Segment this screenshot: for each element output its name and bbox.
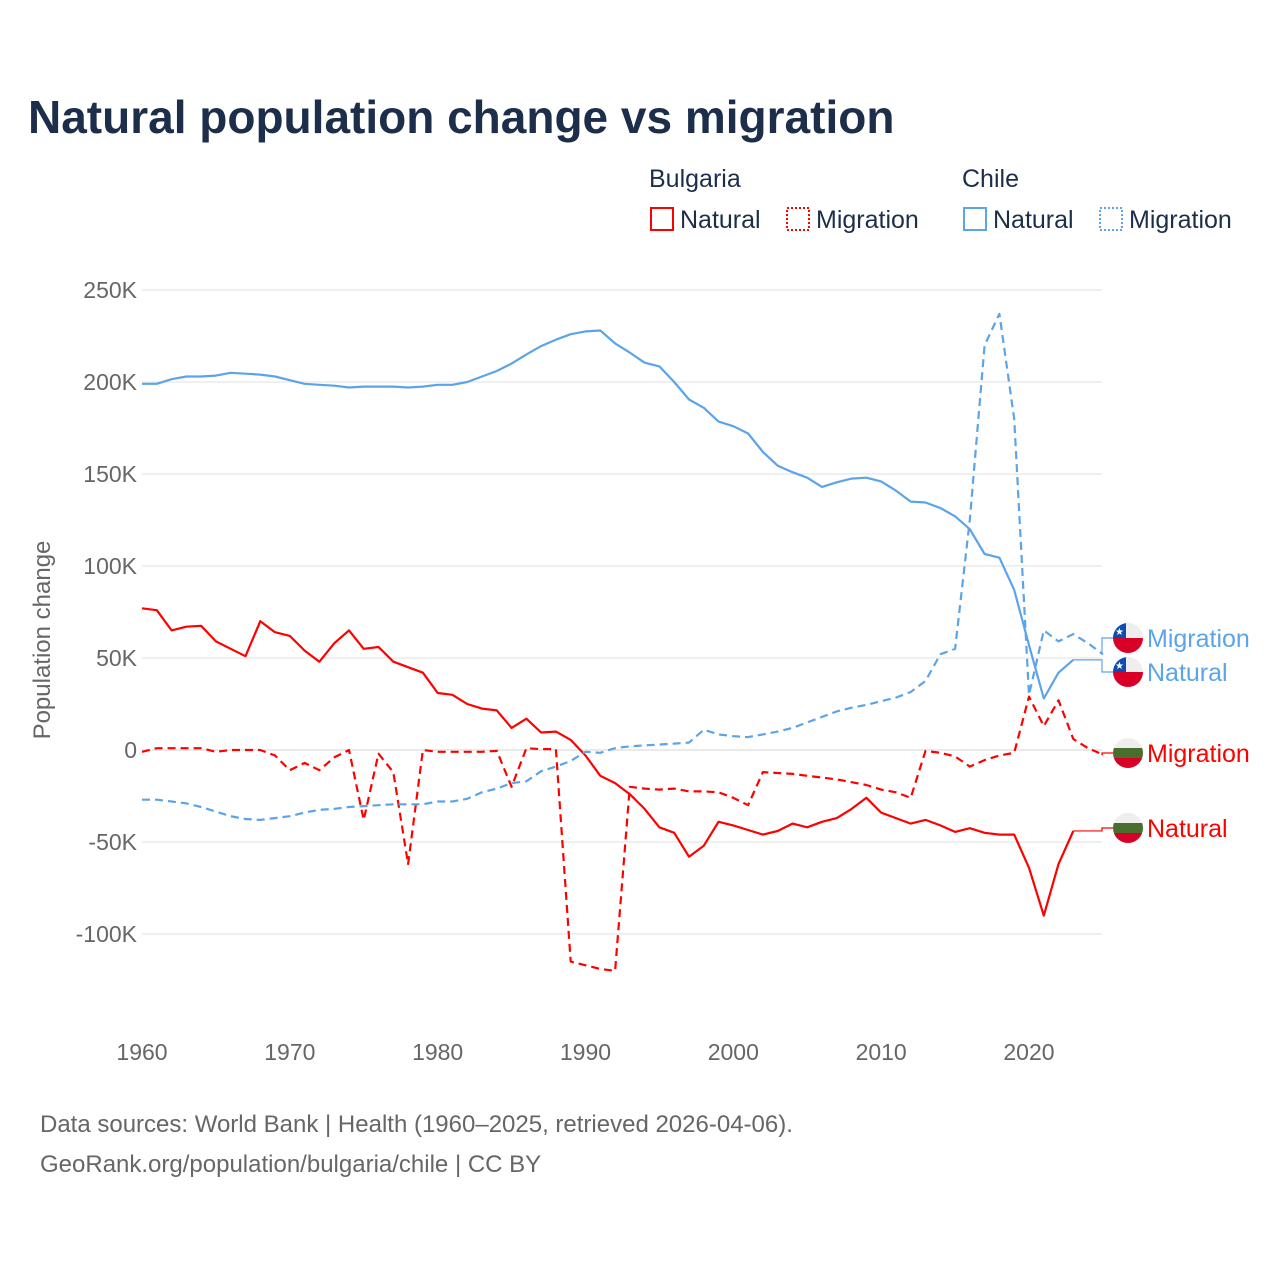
x-tick-label: 1980: [412, 1039, 463, 1065]
legend-label-bulgaria-natural[interactable]: Natural: [680, 206, 761, 234]
end-label-connector: [1073, 659, 1114, 673]
x-tick-label: 1960: [116, 1039, 167, 1065]
series-bulgaria-migration: [141, 695, 1104, 972]
end-labels: ★ Migration ★ Natural Migration Natural: [1073, 623, 1250, 843]
x-tick-label: 2010: [856, 1039, 907, 1065]
end-label-connector: [1101, 752, 1114, 756]
legend-label-chile-migration[interactable]: Migration: [1129, 206, 1232, 234]
x-tick-label: 2020: [1003, 1039, 1054, 1065]
svg-text:★: ★: [1115, 627, 1124, 638]
end-label-bulgaria-migration: Migration: [1147, 740, 1250, 768]
legend-group-chile: Chile: [962, 165, 1019, 193]
y-axis-label: Population change: [29, 541, 56, 740]
footer-sources: Data sources: World Bank | Health (1960–…: [40, 1111, 793, 1138]
gridlines: [142, 289, 1102, 935]
footer-link[interactable]: GeoRank.org/population/bulgaria/chile | …: [40, 1151, 541, 1178]
x-ticks: 1960 1970 1980 1990 2000 2010 2020: [116, 1039, 1054, 1065]
legend-swatch-chile-migration: [1099, 207, 1123, 231]
legend-swatch-bulgaria-natural: [650, 207, 674, 231]
end-label-connector: [1073, 827, 1114, 832]
y-tick-label: 200K: [83, 369, 137, 395]
legend-label-chile-natural[interactable]: Natural: [993, 206, 1074, 234]
x-tick-label: 1990: [560, 1039, 611, 1065]
svg-text:★: ★: [1115, 661, 1124, 672]
series-chile-migration: [142, 312, 1104, 822]
legend-swatch-bulgaria-migration: [786, 207, 810, 231]
chile-flag-icon: ★: [1113, 657, 1143, 687]
chart-title: Natural population change vs migration: [28, 91, 894, 143]
end-label-chile-natural: Natural: [1147, 659, 1228, 687]
legend-group-bulgaria: Bulgaria: [649, 165, 741, 193]
y-tick-label: 150K: [83, 461, 137, 487]
x-tick-label: 2000: [708, 1039, 759, 1065]
series-lines: [141, 312, 1104, 972]
legend-label-bulgaria-migration[interactable]: Migration: [816, 206, 919, 234]
bulgaria-flag-icon: [1113, 738, 1143, 768]
series-chile-natural: [142, 329, 1075, 700]
end-label-connector: [1101, 637, 1114, 655]
y-ticks: 250K 200K 150K 100K 50K 0 -50K -100K: [76, 277, 138, 947]
bulgaria-flag-icon: [1113, 813, 1143, 843]
y-tick-label: -100K: [76, 921, 138, 947]
y-tick-label: 250K: [83, 277, 137, 303]
end-label-chile-migration: Migration: [1147, 625, 1250, 653]
y-tick-label: 100K: [83, 553, 137, 579]
y-tick-label: -50K: [88, 829, 137, 855]
y-tick-label: 50K: [96, 645, 138, 671]
end-label-bulgaria-natural: Natural: [1147, 815, 1228, 843]
legend-swatch-chile-natural: [963, 207, 987, 231]
chile-flag-icon: ★: [1113, 623, 1143, 653]
x-tick-label: 1970: [264, 1039, 315, 1065]
y-tick-label: 0: [124, 737, 137, 763]
series-bulgaria-natural: [141, 607, 1075, 917]
legend: Bulgaria Natural Migration Chile Natural…: [649, 165, 1232, 234]
